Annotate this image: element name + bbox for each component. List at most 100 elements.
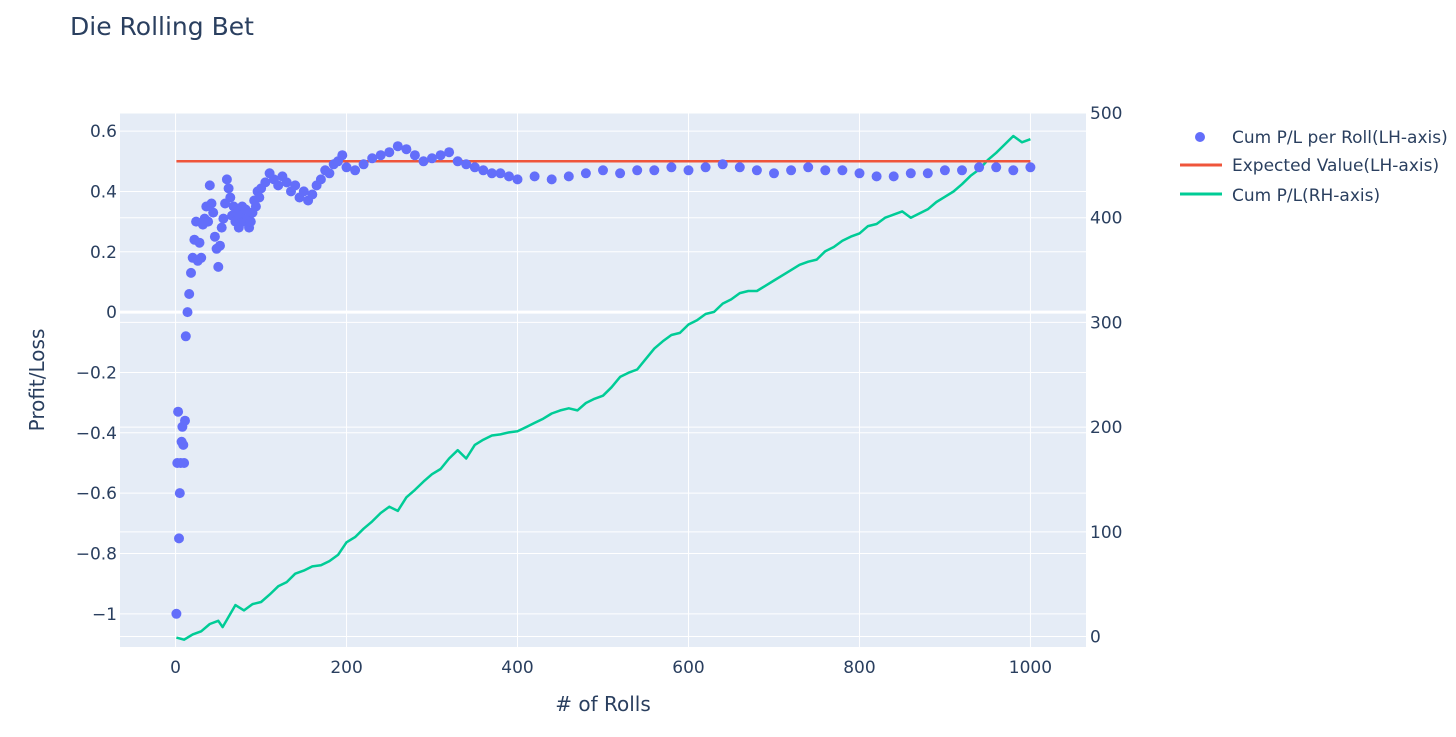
cum-per-roll-point: [281, 177, 292, 188]
cum-per-roll-point: [871, 171, 882, 182]
cum-per-roll-point: [254, 192, 265, 203]
cum-per-roll-point: [888, 171, 899, 182]
plot-content: [171, 134, 1036, 641]
cum-per-roll-point: [350, 165, 361, 176]
cum-per-roll-point: [580, 168, 591, 179]
cum-per-roll-point: [905, 168, 916, 179]
cum-per-roll-point: [182, 307, 193, 318]
cum-per-roll-point: [315, 174, 326, 185]
cum-per-roll-point: [1008, 165, 1019, 176]
cum-per-roll-point: [974, 162, 985, 173]
cum-per-roll-point: [666, 162, 677, 173]
cum-per-roll-point: [206, 198, 217, 209]
cum-per-roll-point: [307, 189, 318, 200]
y-tick-label: −0.6: [76, 484, 117, 504]
y2-tick-label: 200: [1090, 418, 1122, 438]
cum-per-roll-point: [769, 168, 779, 179]
cum-per-roll-point: [180, 331, 191, 342]
cum-per-roll-point: [180, 415, 190, 426]
cum-per-roll-point: [209, 231, 220, 242]
y2-tick-label: 300: [1090, 313, 1122, 333]
y-tick-label: 0.6: [90, 122, 117, 142]
cum-per-roll-point: [384, 147, 395, 158]
x-tick-label: 600: [672, 658, 704, 678]
y2-tick-label: 500: [1090, 104, 1122, 124]
cum-per-roll-point: [216, 222, 227, 233]
cum-per-roll-point: [546, 174, 557, 185]
cum-per-roll-point: [717, 159, 728, 170]
cum-per-roll-point: [683, 165, 694, 176]
cum-per-roll-point: [939, 165, 950, 176]
cum-per-roll-point: [223, 183, 234, 194]
cum-per-roll-point: [854, 168, 865, 179]
cum-per-roll-point: [218, 213, 229, 224]
cum-per-roll-point: [444, 147, 455, 158]
cum-per-roll-point: [196, 252, 207, 263]
cum-per-roll-point: [392, 141, 403, 152]
x-tick-label: 0: [170, 658, 181, 678]
cum-per-roll-point: [529, 171, 540, 182]
cum-per-roll-point: [367, 153, 378, 164]
x-tick-label: 200: [330, 658, 362, 678]
legend-label-cum: Cum P/L(RH-axis): [1232, 186, 1380, 206]
y-axis-title: Profit/Loss: [25, 329, 49, 432]
grid-lines: [120, 112, 1086, 647]
cum-per-roll-point: [260, 177, 271, 188]
cum-per-roll-point: [203, 216, 214, 227]
cum-per-roll-point: [1025, 162, 1036, 173]
cum-per-roll-point: [700, 162, 711, 173]
x-axis-title: # of Rolls: [555, 692, 651, 716]
x-tick-label: 400: [501, 658, 533, 678]
cum-per-roll-point: [221, 174, 232, 185]
y-tick-label: 0.4: [90, 182, 117, 202]
legend-label-cum-per-roll: Cum P/L per Roll(LH-axis): [1232, 128, 1448, 148]
cum-per-roll-point: [208, 207, 219, 218]
cum-per-roll-point: [245, 216, 256, 227]
cum-per-roll-point: [751, 165, 762, 176]
cum-per-roll-point: [649, 165, 660, 176]
cum-per-roll-point: [174, 533, 184, 544]
cum-per-roll-point: [409, 150, 420, 161]
y-tick-label: −0.2: [76, 363, 117, 383]
x-tick-label: 1000: [1009, 658, 1052, 678]
cum-per-roll-point: [171, 608, 182, 619]
cum-per-roll-point: [184, 289, 195, 299]
x-tick-label: 800: [843, 658, 875, 678]
y-tick-label: 0: [106, 303, 117, 323]
cum-per-roll-point: [375, 150, 386, 161]
y-tick-label: −0.4: [76, 424, 117, 444]
legend-label-expected: Expected Value(LH-axis): [1232, 156, 1439, 176]
cum-per-roll-point: [273, 180, 284, 191]
cum-per-roll-point: [173, 406, 184, 417]
cum-per-roll-point: [290, 180, 301, 191]
cum-per-roll-point: [298, 186, 309, 197]
cum-per-roll-point: [178, 439, 189, 450]
cum-per-roll-point: [461, 159, 472, 170]
y2-tick-label: 400: [1090, 209, 1122, 229]
cum-per-roll-point: [512, 174, 523, 185]
chart-title: Die Rolling Bet: [70, 12, 254, 41]
axis-ticks: 0 200 400 600 800 1000−1−0.8−0.6−0.4−0.200.20…: [76, 104, 1123, 678]
cum-per-roll-point: [598, 165, 608, 176]
cum-per-roll-point: [179, 458, 190, 468]
y2-tick-label: 100: [1090, 523, 1122, 543]
cum-per-roll-point: [213, 261, 224, 272]
cum-per-roll-point: [435, 150, 446, 161]
cum-per-roll-point: [786, 165, 797, 176]
cum-per-roll-point: [495, 168, 506, 179]
y-tick-label: 0.2: [90, 243, 117, 263]
cum-per-roll-point: [615, 168, 626, 179]
legend: Cum P/L per Roll(LH-axis) Expected Value…: [1180, 128, 1448, 206]
y2-tick-label: 0: [1090, 628, 1101, 648]
cum-per-roll-point: [478, 165, 489, 176]
cum-per-roll-point: [427, 153, 437, 164]
cum-per-roll-point: [337, 150, 348, 161]
y-tick-label: −1: [92, 605, 117, 625]
cum-per-roll-point: [957, 165, 967, 176]
cum-per-roll-point: [186, 267, 196, 278]
cum-per-roll-point: [837, 165, 848, 176]
cum-per-roll-point: [324, 168, 335, 179]
cum-per-roll-point: [174, 488, 185, 499]
cum-per-roll-point: [194, 237, 205, 248]
